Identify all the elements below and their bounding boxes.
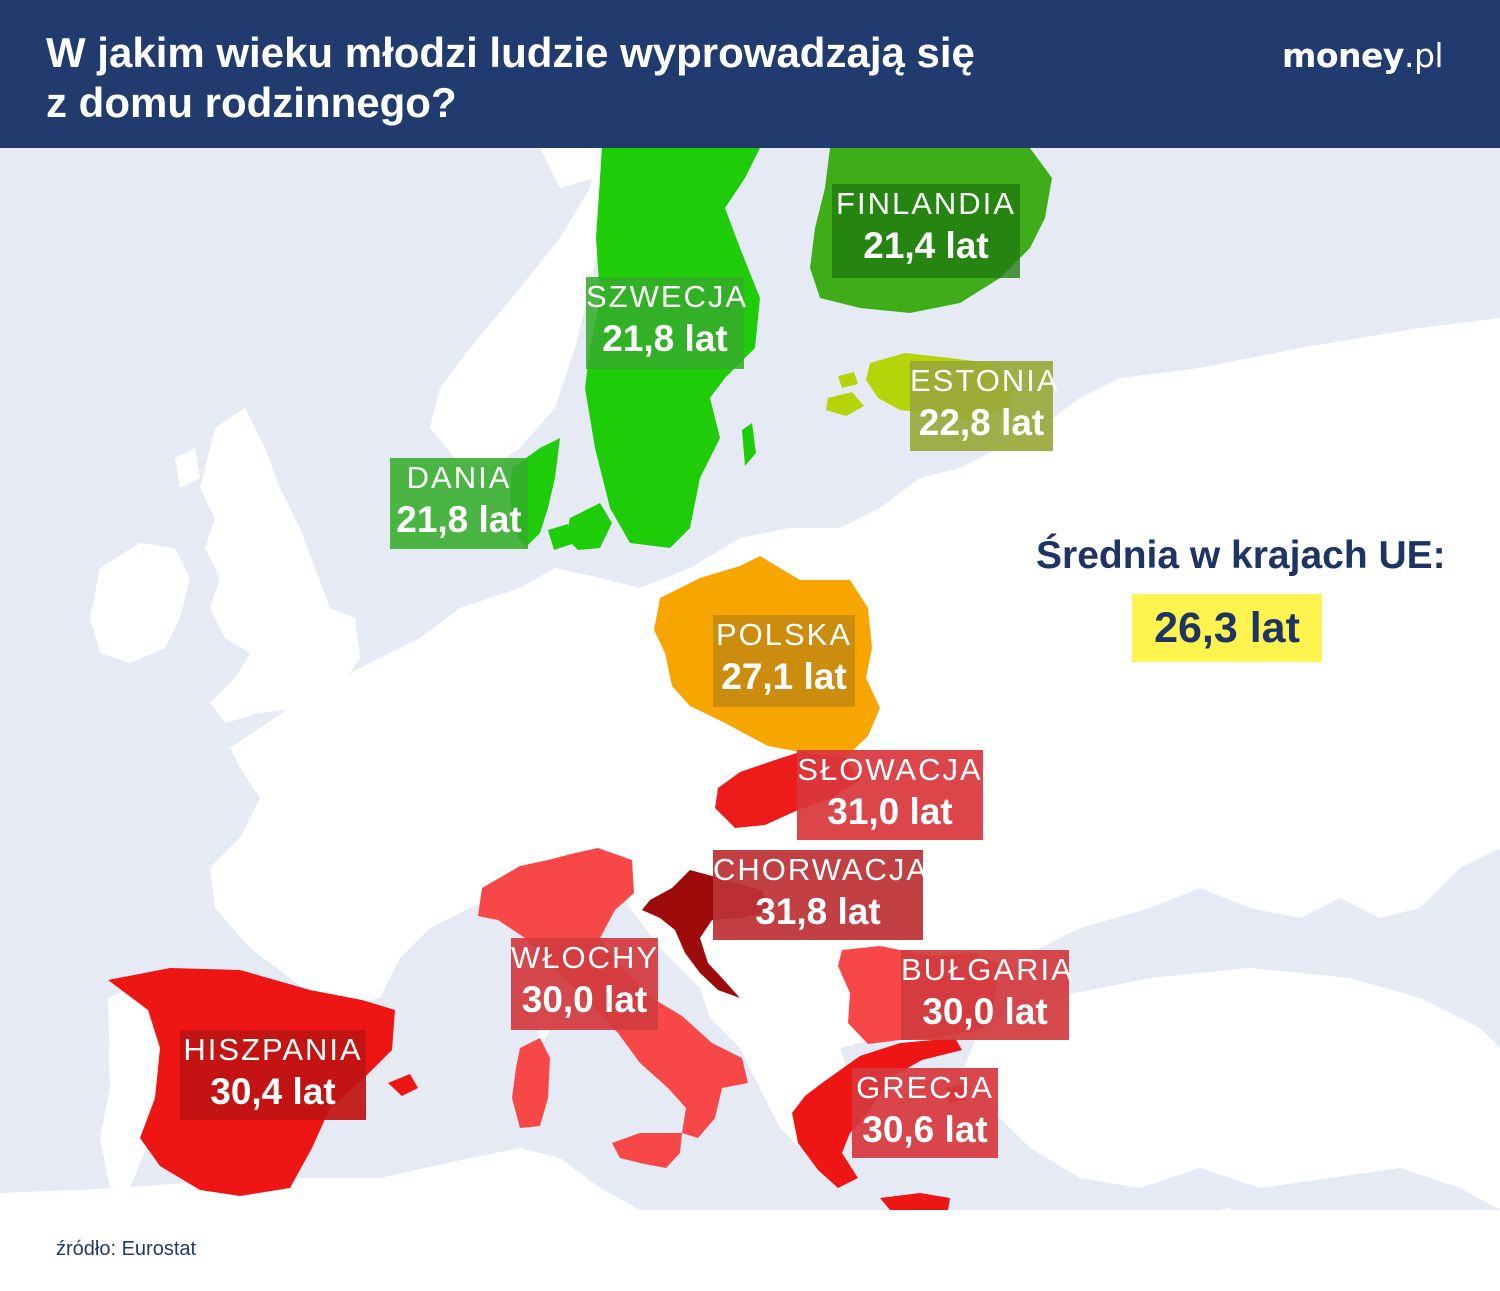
land-ireland: [90, 543, 190, 663]
land-cyprus: [1218, 1208, 1232, 1210]
island-mallorca: [388, 1074, 418, 1096]
island-funen: [548, 524, 572, 550]
land-norway-north: [540, 148, 600, 188]
land-britain: [200, 408, 360, 723]
label-estonia-value: 22,8 lat: [918, 402, 1045, 443]
page-title: W jakim wieku młodzi ludzie wyprowadzają…: [46, 28, 1146, 128]
label-chorwacja-value: 31,8 lat: [755, 891, 881, 932]
island-gotland: [742, 423, 756, 466]
label-bulgaria-value: 30,0 lat: [922, 991, 1048, 1032]
label-finlandia: FINLANDIA 21,4 lat: [832, 184, 1020, 278]
label-polska: POLSKA 27,1 lat: [713, 615, 855, 707]
label-slowacja: SŁOWACJA 31,0 lat: [797, 750, 983, 840]
label-bulgaria: BUŁGARIA 30,0 lat: [901, 950, 1074, 1040]
label-szwecja-name: SZWECJA: [586, 279, 749, 314]
label-estonia-name: ESTONIA: [910, 363, 1060, 398]
label-dania-name: DANIA: [406, 460, 512, 495]
land-turkey: [960, 968, 1500, 1210]
land-scotland-isles: [175, 448, 200, 488]
source-note: źródło: Eurostat: [56, 1238, 197, 1260]
label-grecja-name: GRECJA: [856, 1070, 994, 1105]
eu-average-label: Średnia w krajach UE:: [1036, 534, 1446, 577]
label-szwecja: SZWECJA 21,8 lat: [586, 277, 749, 369]
label-wlochy: WŁOCHY 30,0 lat: [511, 938, 658, 1030]
label-slowacja-value: 31,0 lat: [827, 791, 953, 832]
label-wlochy-name: WŁOCHY: [511, 940, 660, 975]
label-dania-value: 21,8 lat: [396, 499, 522, 540]
label-slowacja-name: SŁOWACJA: [797, 752, 983, 787]
label-finlandia-value: 21,4 lat: [863, 225, 989, 266]
logo-tld: .pl: [1403, 36, 1444, 75]
label-polska-name: POLSKA: [715, 617, 853, 652]
label-polska-value: 27,1 lat: [721, 656, 847, 697]
label-bulgaria-name: BUŁGARIA: [901, 952, 1074, 987]
land-portugal: [100, 978, 170, 1188]
island-crete: [880, 1193, 950, 1210]
label-chorwacja: CHORWACJA 31,8 lat: [713, 850, 930, 940]
island-sardinia: [512, 1038, 550, 1128]
title-line-2: z domu rodzinnego?: [46, 79, 457, 126]
land-north-africa: [0, 1148, 640, 1210]
label-hiszpania-value: 30,4 lat: [210, 1071, 336, 1112]
country-greece: [792, 1038, 962, 1188]
logo-brand: money: [1282, 36, 1404, 75]
label-estonia: ESTONIA 22,8 lat: [910, 361, 1060, 451]
island-zealand: [566, 503, 612, 550]
label-chorwacja-name: CHORWACJA: [713, 852, 930, 887]
island-hiiumaa: [838, 372, 858, 388]
label-grecja: GRECJA 30,6 lat: [852, 1068, 998, 1158]
label-szwecja-value: 21,8 lat: [602, 318, 728, 359]
title-line-1: W jakim wieku młodzi ludzie wyprowadzają…: [46, 29, 975, 76]
header: W jakim wieku młodzi ludzie wyprowadzają…: [0, 0, 1500, 148]
money-pl-logo: money.pl: [1282, 36, 1444, 75]
label-hiszpania: HISZPANIA 30,4 lat: [180, 1030, 366, 1120]
island-saaremaa: [826, 392, 864, 416]
label-finlandia-name: FINLANDIA: [836, 186, 1016, 221]
label-hiszpania-name: HISZPANIA: [183, 1032, 363, 1067]
europe-map: FINLANDIA 21,4 lat SZWECJA 21,8 lat ESTO…: [0, 148, 1500, 1210]
label-dania: DANIA 21,8 lat: [390, 458, 528, 549]
eu-average-value: 26,3 lat: [1132, 594, 1322, 662]
land-norway: [430, 148, 602, 468]
island-sicily: [612, 1133, 682, 1168]
label-grecja-value: 30,6 lat: [862, 1109, 988, 1150]
label-wlochy-value: 30,0 lat: [521, 979, 648, 1020]
